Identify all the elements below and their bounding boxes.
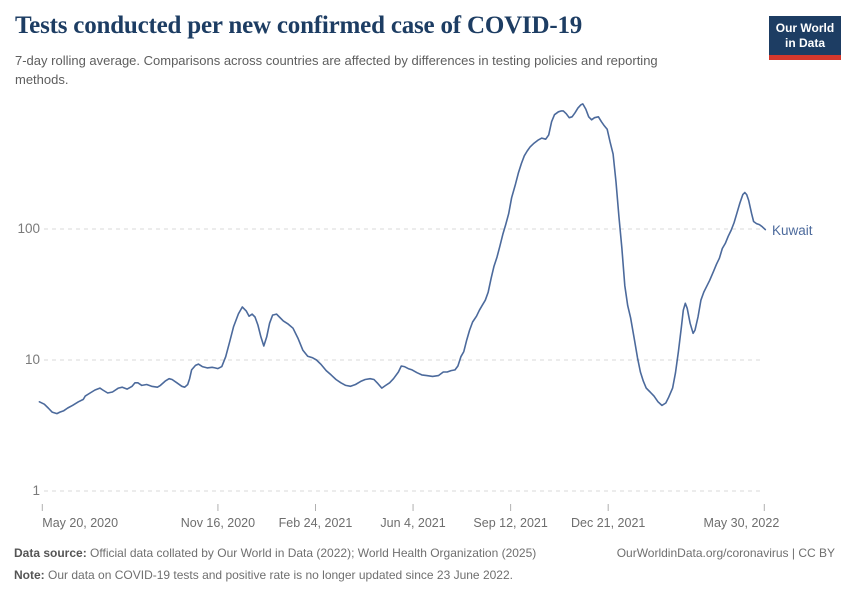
data-source-label: Data source:	[14, 546, 87, 560]
owid-logo-line2: in Data	[784, 36, 825, 50]
series-line-kuwait[interactable]	[38, 103, 767, 415]
data-source-line: Data source: Official data collated by O…	[14, 546, 536, 560]
owid-logo[interactable]: Our World in Data	[769, 16, 841, 60]
data-source-text: Official data collated by Our World in D…	[90, 546, 537, 560]
chart-subtitle: 7-day rolling average. Comparisons acros…	[15, 53, 658, 87]
series-label-kuwait[interactable]: Kuwait	[772, 223, 813, 238]
note-label: Note:	[14, 568, 45, 583]
page-title: Tests conducted per new confirmed case o…	[15, 12, 583, 39]
chart-footer: Data source: Official data collated by O…	[14, 546, 835, 583]
owid-logo-line1: Our World	[775, 21, 835, 35]
note-text: Our data on COVID-19 tests and positive …	[48, 568, 513, 583]
owid-coronavirus-link[interactable]: OurWorldinData.org/coronavirus | CC BY	[616, 546, 835, 560]
note-line: Note: Our data on COVID-19 tests and pos…	[14, 568, 513, 582]
